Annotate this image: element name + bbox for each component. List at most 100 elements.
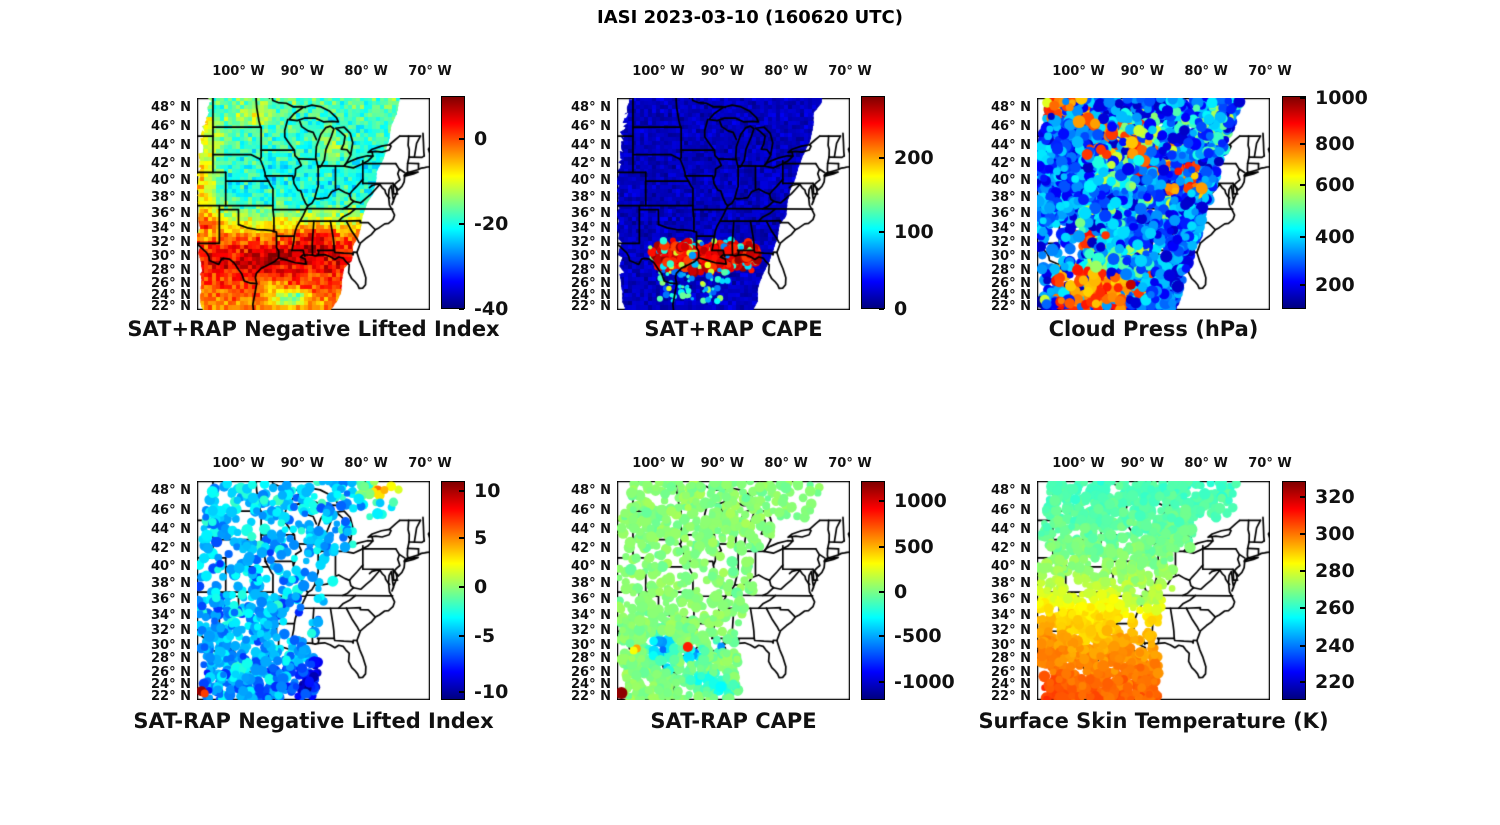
lat-axis-label: 40° N [151,558,191,574]
lon-axis-label: 70° W [1248,64,1292,79]
lat-axis-label: 24° N [151,677,191,693]
lat-axis-label: 48° N [571,482,611,498]
colorbar-sat_rap_nli [441,96,465,309]
colorbar-tick [1300,645,1305,648]
colorbar-label: 800 [1315,132,1355,155]
lat-axis-label: 48° N [151,99,191,115]
lat-axis-label: 22° N [571,299,611,315]
lat-axis-label: 36° N [991,592,1031,608]
panel-title-sat_minus_rap_cape: SAT-RAP CAPE [650,709,817,733]
lat-axis-label: 48° N [991,482,1031,498]
lat-axis-label: 38° N [991,189,1031,205]
lat-axis-label: 38° N [151,189,191,205]
lat-axis-label: 26° N [571,275,611,291]
lat-axis-label: 40° N [571,173,611,189]
colorbar-label: 0 [894,298,908,320]
lat-axis-label: 24° N [991,287,1031,303]
lon-axis-label: 100° W [632,456,685,471]
lat-axis-label: 36° N [151,205,191,221]
lon-axis-label: 90° W [1120,456,1165,471]
colorbar-label: -20 [474,212,509,235]
lon-axis-label: 100° W [212,456,265,471]
colorbar-tick [879,545,884,548]
lat-axis-label: 46° N [571,118,611,134]
lat-axis-label: 26° N [151,275,191,291]
colorbar-label: 0 [894,580,908,603]
colorbar-label: 600 [1315,174,1355,197]
lat-axis-label: 46° N [991,118,1031,134]
lon-axis-label: 80° W [764,64,808,79]
panel-title-skin_temp: Surface Skin Temperature (K) [978,709,1329,733]
lon-axis-label: 70° W [408,64,452,79]
lat-axis-label: 40° N [991,173,1031,189]
lat-axis-label: 42° N [991,155,1031,171]
lat-axis-label: 38° N [991,575,1031,591]
panel-title-sat_rap_cape: SAT+RAP CAPE [644,317,823,341]
lat-axis-label: 22° N [991,299,1031,315]
map-canvas-sat_minus_rap_cape [617,481,850,700]
lon-axis-label: 90° W [280,456,325,471]
colorbar-tick [1300,495,1305,498]
lon-axis-label: 100° W [1052,64,1105,79]
lat-axis-label: 42° N [151,540,191,556]
colorbar-skin_temp [1282,481,1306,700]
lat-axis-label: 38° N [571,575,611,591]
colorbar-sat_minus_rap_nli [441,481,465,700]
lat-axis-label: 38° N [151,575,191,591]
colorbar-tick [459,489,464,492]
lon-axis-label: 90° W [700,64,745,79]
colorbar-label: 400 [1315,225,1355,248]
colorbar-tick [459,586,464,589]
colorbar-tick [1300,97,1305,100]
colorbar-label: -40 [474,298,509,320]
colorbar-sat_rap_cape [861,96,885,309]
lat-axis-label: 48° N [151,482,191,498]
lat-axis-label: 30° N [991,637,1031,653]
lon-axis-label: 100° W [632,64,685,79]
lat-axis-label: 48° N [571,99,611,115]
lat-axis-label: 42° N [571,155,611,171]
colorbar-label: 0 [474,576,488,599]
panel-title-cloud_press: Cloud Press (hPa) [1048,317,1259,341]
lat-axis-label: 26° N [151,664,191,680]
colorbar-tick [459,635,464,638]
map-canvas-sat_rap_nli [197,98,430,310]
lat-axis-label: 30° N [571,637,611,653]
colorbar-tick [459,308,464,310]
lon-axis-label: 80° W [344,64,388,79]
lat-axis-label: 34° N [991,608,1031,624]
colorbar-label: 10 [474,479,501,502]
colorbar-label: 320 [1315,485,1355,508]
lat-axis-label: 24° N [571,677,611,693]
lat-axis-label: 44° N [571,522,611,538]
colorbar-label: 200 [894,146,934,169]
colorbar-cloud_press [1282,96,1306,309]
colorbar-tick [879,156,884,159]
lat-axis-label: 28° N [571,262,611,278]
lat-axis-label: 22° N [571,689,611,705]
lon-axis-label: 90° W [1120,64,1165,79]
colorbar-label: 1000 [894,489,947,512]
colorbar-label: 260 [1315,597,1355,620]
lat-axis-label: 24° N [991,677,1031,693]
colorbar-tick [1300,681,1305,684]
lat-axis-label: 34° N [571,608,611,624]
lat-axis-label: 22° N [991,689,1031,705]
lat-axis-label: 44° N [571,137,611,153]
lat-axis-label: 34° N [991,220,1031,236]
map-canvas-skin_temp [1037,481,1270,700]
colorbar-label: -5 [474,625,496,648]
map-canvas-sat_rap_cape [617,98,850,310]
lat-axis-label: 24° N [571,287,611,303]
lat-axis-label: 38° N [571,189,611,205]
colorbar-tick [1300,607,1305,610]
colorbar-label: 280 [1315,559,1355,582]
lat-axis-label: 36° N [571,592,611,608]
colorbar-tick [1300,235,1305,238]
lon-axis-label: 90° W [280,64,325,79]
colorbar-tick [459,536,464,539]
lon-axis-label: 100° W [212,64,265,79]
lat-axis-label: 42° N [571,540,611,556]
map-canvas-cloud_press [1037,98,1270,310]
lat-axis-label: 34° N [151,608,191,624]
